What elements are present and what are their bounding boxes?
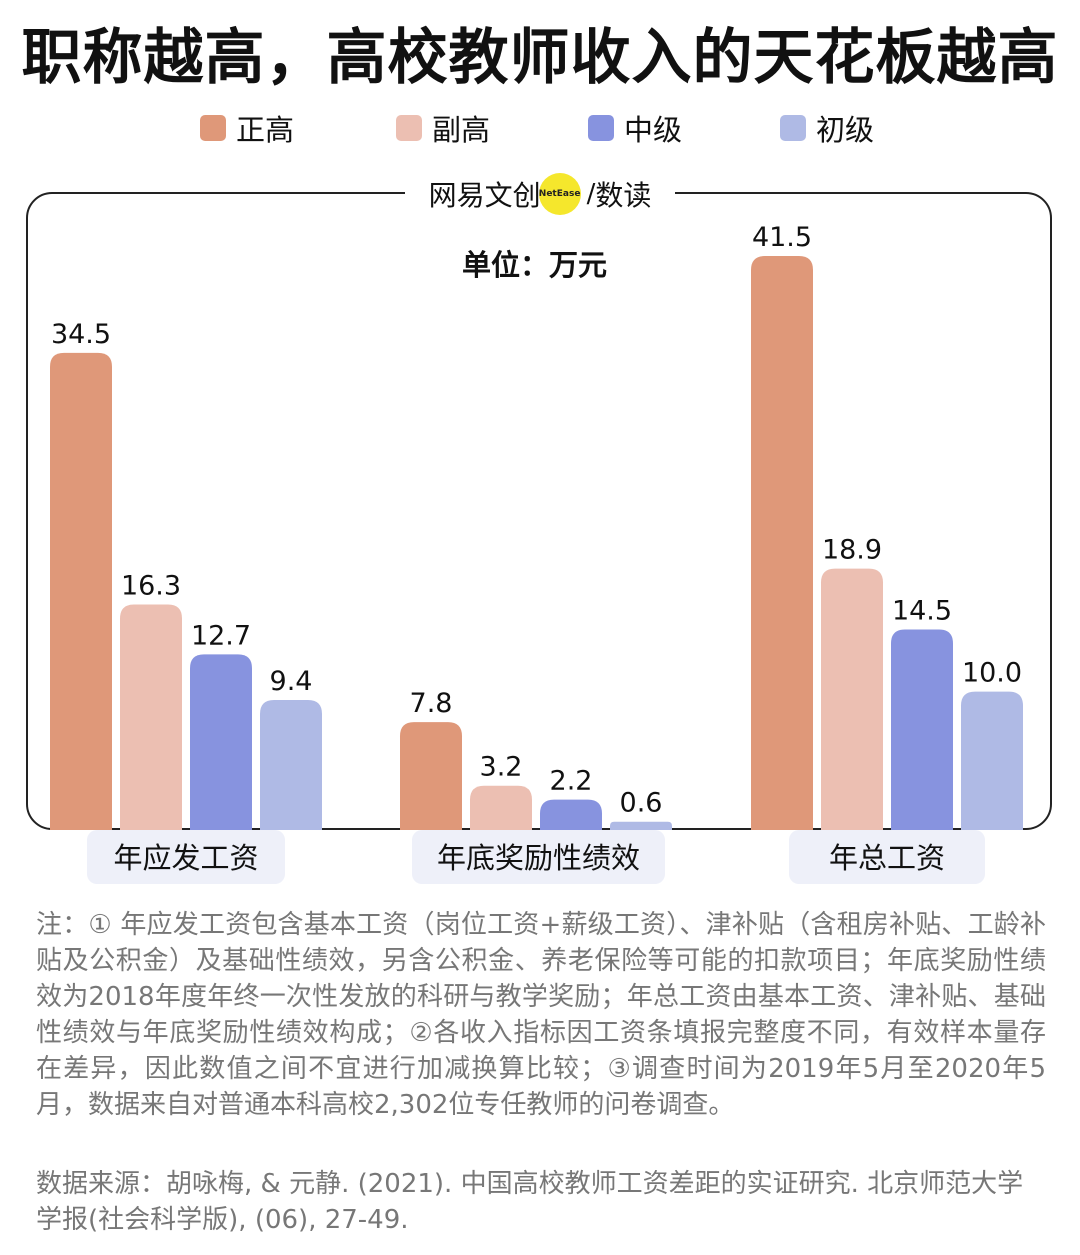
bar bbox=[120, 604, 182, 830]
chart-source: 数据来源：胡咏梅, & 元静. (2021). 中国高校教师工资差距的实证研究.… bbox=[36, 1169, 1024, 1235]
legend-label-chuji: 初级 bbox=[816, 113, 875, 147]
legend: 正高 副高 中级 初级 bbox=[200, 108, 900, 148]
bar bbox=[610, 821, 672, 830]
legend-label-fugao: 副高 bbox=[432, 113, 491, 147]
bar-value-label: 7.8 bbox=[410, 688, 453, 719]
brand-name: 网易文创 bbox=[428, 179, 541, 212]
bar-value-label: 18.9 bbox=[822, 535, 882, 566]
bar-value-label: 2.2 bbox=[550, 766, 593, 797]
brand-sub: 数读 bbox=[595, 179, 652, 212]
legend-swatch-fugao bbox=[396, 115, 422, 141]
bar bbox=[961, 691, 1023, 830]
brand-logo: 网易文创 NetEase / 数读 bbox=[405, 172, 675, 216]
bar-value-label: 16.3 bbox=[121, 571, 181, 602]
bar-value-label: 14.5 bbox=[892, 595, 952, 626]
category-label: 年应发工资 bbox=[113, 841, 258, 875]
legend-swatch-chuji bbox=[780, 115, 806, 141]
bar-value-label: 41.5 bbox=[752, 222, 812, 253]
unit-label: 单位：万元 bbox=[462, 248, 608, 282]
category-label: 年总工资 bbox=[829, 841, 945, 875]
brand-separator: / bbox=[586, 179, 596, 209]
chart-title: 职称越高，高校教师收入的天花板越高 bbox=[21, 23, 1059, 93]
legend-swatch-zhongji bbox=[588, 115, 614, 141]
legend-item-fugao: 副高 bbox=[396, 108, 490, 148]
bar bbox=[260, 699, 322, 830]
bar bbox=[470, 785, 532, 830]
category-label: 年底奖励性绩效 bbox=[437, 841, 640, 875]
bar bbox=[891, 629, 953, 830]
category-label-bg bbox=[789, 830, 985, 884]
category-label-bg bbox=[412, 830, 665, 884]
legend-swatch-zhenggao bbox=[200, 115, 226, 141]
bar bbox=[540, 799, 602, 830]
bar-value-label: 12.7 bbox=[191, 620, 251, 651]
category-label-bg bbox=[87, 830, 285, 884]
bar-value-label: 34.5 bbox=[51, 319, 111, 350]
legend-item-chuji: 初级 bbox=[780, 108, 874, 148]
bar bbox=[751, 256, 813, 830]
legend-label-zhenggao: 正高 bbox=[236, 113, 295, 147]
legend-item-zhongji: 中级 bbox=[588, 108, 682, 148]
legend-item-zhenggao: 正高 bbox=[200, 108, 294, 148]
brand-badge-icon: NetEase bbox=[538, 173, 581, 215]
bar bbox=[400, 722, 462, 830]
bar bbox=[50, 352, 112, 830]
chart-notes: 注：① 年应发工资包含基本工资（岗位工资+薪级工资）、津补贴（含租房补贴、工龄补… bbox=[36, 910, 1046, 1120]
bar-value-label: 0.6 bbox=[620, 788, 663, 819]
bar bbox=[821, 568, 883, 830]
bar bbox=[190, 654, 252, 830]
legend-label-zhongji: 中级 bbox=[624, 113, 683, 147]
bar-value-label: 3.2 bbox=[480, 752, 523, 783]
bar-value-label: 10.0 bbox=[962, 658, 1022, 689]
bar-value-label: 9.4 bbox=[270, 666, 313, 697]
